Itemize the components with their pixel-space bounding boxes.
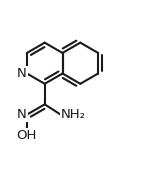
- Text: NH₂: NH₂: [61, 108, 86, 121]
- Text: N: N: [17, 67, 27, 80]
- Text: OH: OH: [17, 129, 37, 142]
- Text: N: N: [17, 108, 27, 121]
